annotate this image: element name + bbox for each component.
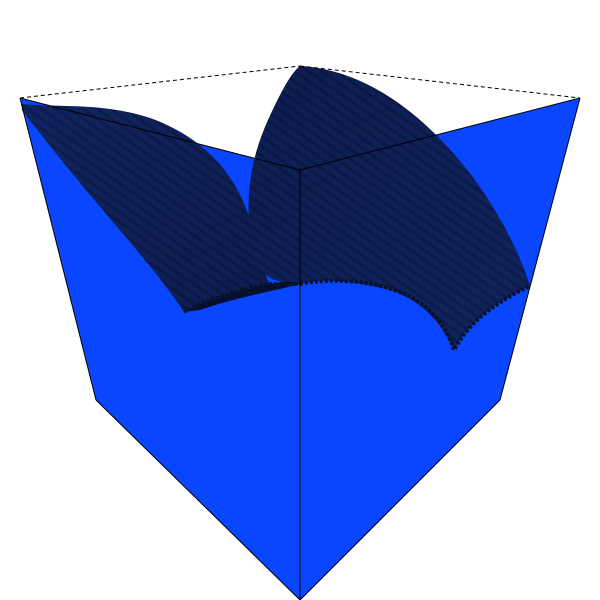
surface-right-lobe-texture: [248, 66, 530, 350]
top-front-edge-left: [19, 97, 301, 171]
right-outer-edge: [499, 97, 581, 401]
back-edge-right: [299, 65, 581, 99]
top-front-edge-right: [299, 97, 581, 171]
bottom-right-edge: [299, 399, 501, 600]
cube-back-edges: [19, 65, 581, 99]
left-outer-edge: [19, 97, 97, 401]
bottom-left-edge: [95, 399, 301, 600]
surface-right-rim: [299, 278, 531, 356]
back-edge-left: [19, 65, 301, 99]
surface-left-lobe-texture: [22, 104, 270, 312]
surface-left-rim: [183, 282, 300, 314]
cube-front-edges: [19, 97, 581, 600]
surface-valley: [184, 281, 300, 312]
